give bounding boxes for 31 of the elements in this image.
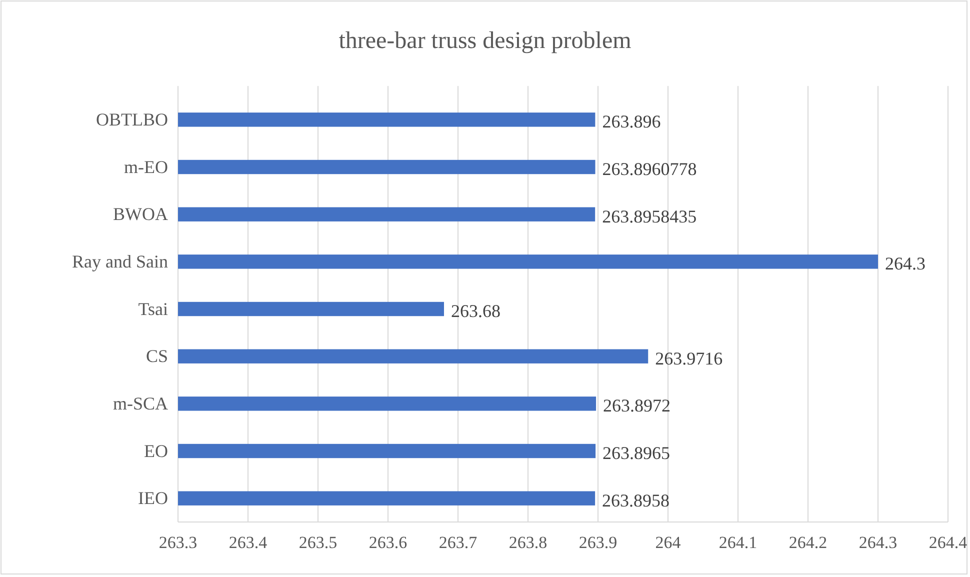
chart-title: three-bar truss design problem bbox=[338, 28, 632, 54]
data-label: 263.9716 bbox=[655, 348, 723, 368]
data-label: 263.8960778 bbox=[602, 159, 697, 179]
y-tick-label: m-SCA bbox=[112, 393, 168, 414]
x-tick-label: 263.9 bbox=[578, 533, 618, 552]
data-label: 263.68 bbox=[451, 301, 500, 321]
y-tick-label: Tsai bbox=[138, 298, 168, 319]
x-tick-label: 264.3 bbox=[858, 533, 898, 552]
x-tick-label: 263.3 bbox=[158, 533, 198, 552]
x-tick-label: 263.6 bbox=[368, 533, 408, 552]
y-tick-label: m-EO bbox=[124, 156, 168, 177]
y-tick-label: EO bbox=[144, 440, 168, 461]
data-label: 263.8958435 bbox=[602, 206, 697, 226]
data-label: 263.8972 bbox=[603, 396, 671, 416]
y-tick-label: BWOA bbox=[113, 204, 168, 224]
data-label: 264.3 bbox=[885, 254, 926, 274]
x-tick-label: 263.4 bbox=[228, 533, 268, 552]
data-label: 263.8958 bbox=[602, 490, 670, 510]
data-label: 263.8965 bbox=[602, 443, 670, 463]
x-tick-label: 264.2 bbox=[788, 533, 828, 552]
x-tick-label: 263.7 bbox=[438, 533, 478, 552]
y-tick-label: OBTLBO bbox=[96, 109, 168, 130]
y-tick-label: Ray and Sain bbox=[72, 251, 168, 272]
data-label: 263.896 bbox=[602, 112, 661, 132]
x-tick-label: 264 bbox=[655, 533, 682, 552]
x-tick-label: 263.5 bbox=[298, 533, 338, 552]
x-tick-label: 263.8 bbox=[508, 533, 548, 552]
x-tick-label: 264.1 bbox=[718, 533, 758, 552]
y-tick-label: CS bbox=[146, 346, 168, 366]
y-tick-label: IEO bbox=[138, 488, 168, 508]
x-tick-label: 264.4 bbox=[928, 533, 968, 552]
